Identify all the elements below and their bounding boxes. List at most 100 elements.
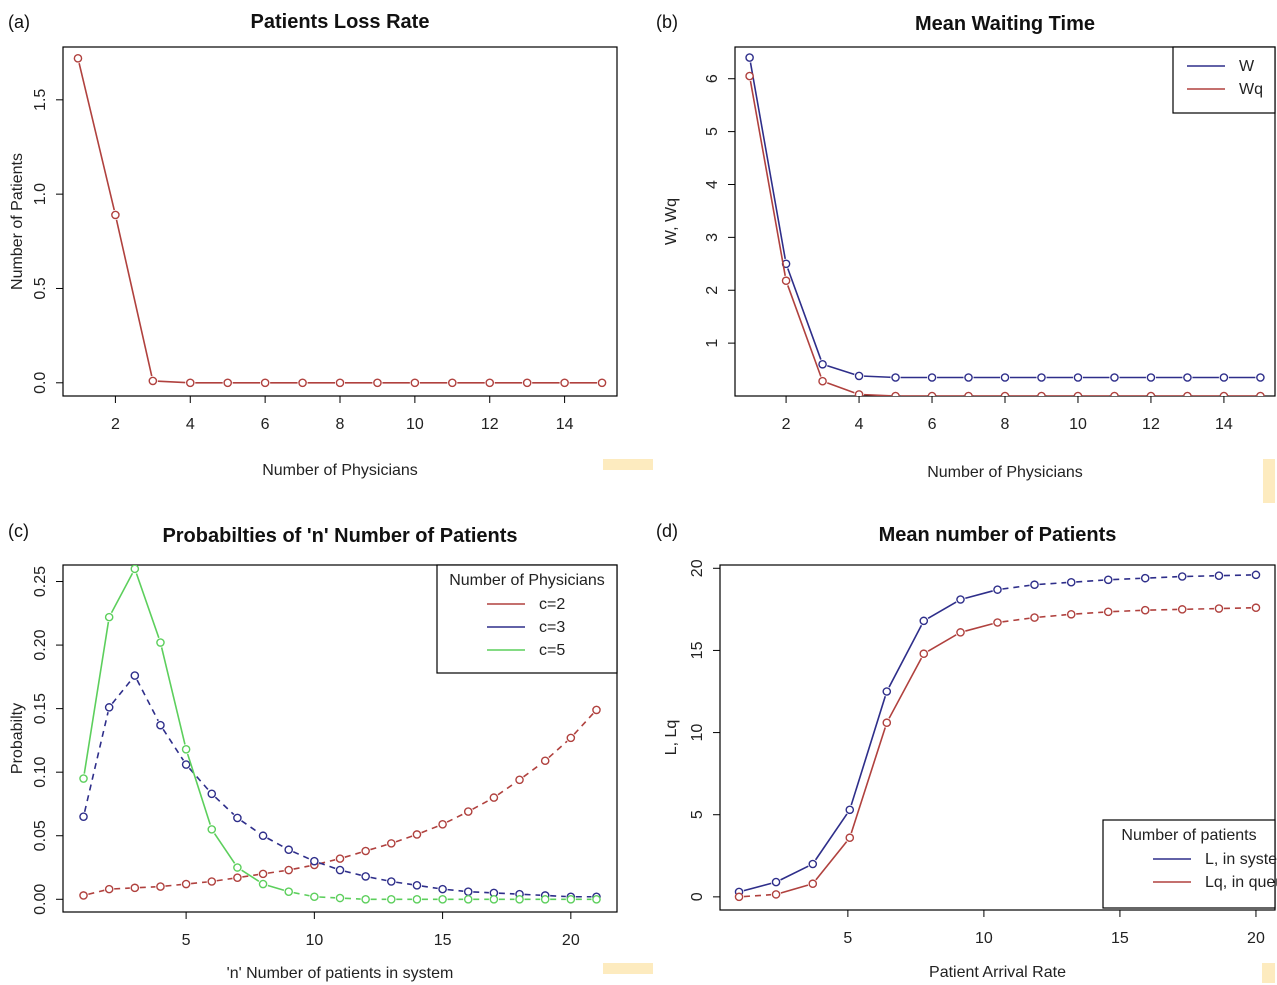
data-point xyxy=(386,877,396,886)
chart-panel-1: (a) Patients Loss Rate 2 4 6 8 10 12 14 0.0 0.5 1.0… xyxy=(8,11,653,479)
data-point xyxy=(1110,373,1119,382)
y-tick-label: 0.15 xyxy=(32,693,49,724)
series-segment xyxy=(1039,581,1067,586)
data-point xyxy=(1030,613,1039,622)
data-point xyxy=(361,872,370,881)
series-segment xyxy=(498,892,515,895)
series-segment xyxy=(888,624,923,688)
series-segment xyxy=(110,572,134,614)
series-segment xyxy=(1223,574,1251,577)
data-point xyxy=(1183,373,1192,382)
series-segment xyxy=(370,876,387,882)
chart-title: Mean Waiting Time xyxy=(915,13,1095,35)
x-tick-label: 2 xyxy=(782,416,791,433)
series-segment xyxy=(135,573,160,639)
x-tick-label: 20 xyxy=(1247,930,1265,947)
series-segment xyxy=(1076,579,1104,583)
series-segment xyxy=(216,877,233,882)
series-segment xyxy=(573,713,594,735)
series-segment xyxy=(293,865,310,870)
x-tick-label: 15 xyxy=(1111,930,1129,947)
series-segment xyxy=(1150,608,1178,611)
y-tick-label: 2 xyxy=(704,286,721,295)
series-segment xyxy=(749,80,786,276)
data-point xyxy=(1140,605,1150,615)
data-point xyxy=(207,789,217,799)
y-axis-label: Number of Patients xyxy=(9,153,26,290)
data-point xyxy=(956,595,965,604)
data-point xyxy=(808,859,818,869)
series-segment xyxy=(864,393,891,396)
series-group xyxy=(745,53,1265,396)
series-segment xyxy=(213,833,236,864)
series-segment xyxy=(292,851,311,860)
series-segment xyxy=(1113,577,1141,581)
data-point xyxy=(1256,373,1265,382)
x-tick-label: 10 xyxy=(975,930,993,947)
data-point xyxy=(298,378,307,388)
data-point xyxy=(560,378,569,388)
data-point xyxy=(361,846,370,856)
data-point xyxy=(1177,572,1187,581)
series-segment xyxy=(523,763,542,778)
panel-label: (b) xyxy=(656,12,678,32)
y-tick-label: 6 xyxy=(704,74,721,83)
data-point xyxy=(882,718,892,728)
data-point xyxy=(1066,609,1076,619)
data-point xyxy=(515,894,524,904)
data-point xyxy=(438,819,447,829)
data-point xyxy=(1073,391,1083,396)
series-segment xyxy=(136,679,159,722)
data-point xyxy=(258,879,268,889)
data-point xyxy=(781,276,791,286)
data-point xyxy=(130,883,140,893)
data-point xyxy=(592,705,601,715)
series-segment xyxy=(114,887,130,890)
plot-frame xyxy=(62,564,618,913)
x-tick-label: 10 xyxy=(305,932,323,949)
x-tick-label: 15 xyxy=(434,932,452,949)
series-segment xyxy=(214,796,235,816)
y-tick-label: 3 xyxy=(704,233,721,242)
data-point xyxy=(540,894,550,904)
data-point xyxy=(207,877,217,886)
data-point xyxy=(919,649,929,659)
x-axis-label: Number of Physicians xyxy=(262,462,418,479)
data-point xyxy=(104,884,114,894)
data-point xyxy=(130,671,140,680)
series-segment xyxy=(1002,617,1030,623)
y-tick-label: 1.0 xyxy=(32,183,49,205)
chart-title: Patients Loss Rate xyxy=(251,11,430,33)
data-point xyxy=(818,376,827,386)
data-point xyxy=(156,720,165,730)
data-point xyxy=(156,882,165,891)
series-segment xyxy=(115,219,153,377)
series-segment xyxy=(267,869,284,874)
data-point xyxy=(233,863,242,872)
series-segment xyxy=(395,835,413,843)
x-tick-label: 6 xyxy=(928,416,937,433)
data-point xyxy=(964,391,973,396)
x-tick-label: 12 xyxy=(481,416,499,433)
series-segment xyxy=(743,893,772,898)
y-axis-label: Probabilty xyxy=(9,703,26,774)
data-point xyxy=(284,865,294,875)
series-segment xyxy=(446,813,465,823)
y-tick-label: 4 xyxy=(704,180,721,189)
y-tick-label: 20 xyxy=(689,559,706,577)
data-point xyxy=(1037,391,1046,396)
series-segment xyxy=(787,285,822,377)
legend-title: Number of patients xyxy=(1121,827,1256,844)
data-point xyxy=(927,373,937,382)
x-axis-label: Number of Physicians xyxy=(927,464,1083,481)
data-point xyxy=(111,210,120,220)
series-segment xyxy=(83,621,110,774)
legend-item-label: L, in system xyxy=(1205,851,1277,868)
legend: Number of Physicians c=2 c=3 c=5 xyxy=(436,564,618,674)
data-point xyxy=(540,756,550,766)
series-segment xyxy=(497,782,516,796)
data-point xyxy=(156,638,165,647)
y-tick-label: 0.0 xyxy=(32,372,49,394)
series-segment xyxy=(965,590,993,599)
highlight-mark xyxy=(603,459,653,470)
